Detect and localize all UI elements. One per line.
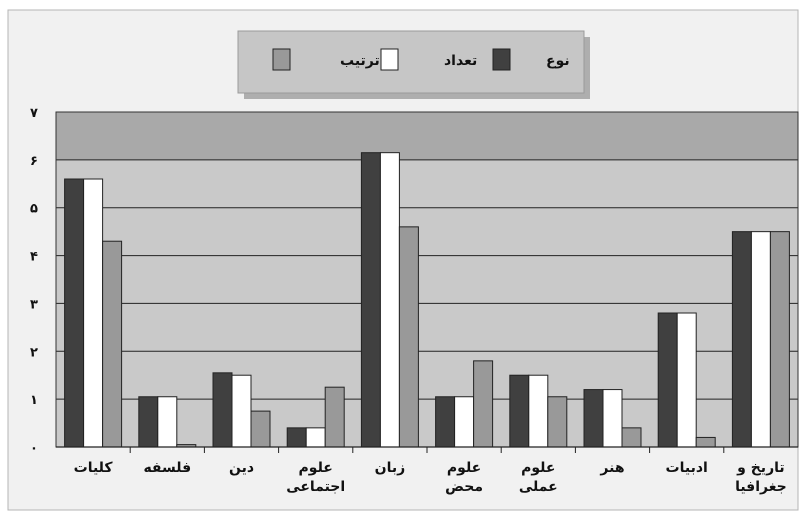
- x-tick-label: علوم: [521, 460, 555, 476]
- x-tick-label: علوم: [299, 460, 333, 476]
- legend-swatch: [380, 48, 399, 71]
- x-tick-label: هنر: [599, 460, 624, 476]
- bar: [157, 396, 178, 448]
- bar: [360, 152, 381, 448]
- x-tick-label: جغرافیا: [735, 479, 787, 495]
- bar: [695, 436, 716, 448]
- bar: [769, 231, 790, 448]
- bar: [454, 396, 475, 448]
- legend-swatch: [492, 48, 511, 71]
- bar: [250, 410, 271, 448]
- y-tick-label: ۵: [30, 202, 38, 217]
- bar: [528, 374, 549, 448]
- x-tick-label: فلسفه: [143, 460, 191, 476]
- bar: [547, 396, 568, 448]
- x-tick-label: تاریخ و: [736, 460, 785, 476]
- legend-box: [237, 30, 585, 94]
- y-tick-label: ۶: [30, 154, 38, 169]
- legend-label: نوع: [546, 53, 570, 69]
- bar: [602, 389, 623, 448]
- x-tick-label: دین: [229, 460, 254, 476]
- x-tick-label: محض: [445, 479, 483, 495]
- bar: [64, 178, 85, 448]
- y-tick-label: ۳: [30, 297, 38, 312]
- bar: [676, 312, 697, 448]
- bar: [509, 374, 530, 448]
- bar: [286, 427, 307, 448]
- x-tick-label: اجتماعی: [286, 479, 345, 495]
- bar: [83, 178, 104, 448]
- legend-label: ترتیب: [340, 53, 380, 69]
- bar: [398, 226, 419, 448]
- bar: [621, 427, 642, 448]
- x-tick-label: کلیات: [74, 460, 114, 476]
- x-tick-label: علوم: [447, 460, 481, 476]
- bar: [138, 396, 159, 448]
- x-tick-label: ادبیات: [666, 460, 708, 476]
- bar: [324, 386, 345, 448]
- bar: [435, 396, 456, 448]
- legend-label: تعداد: [444, 53, 477, 69]
- plot-area-upper: [56, 112, 798, 160]
- y-tick-label: ۱: [30, 393, 38, 408]
- legend-swatch: [272, 48, 291, 71]
- bar: [583, 389, 604, 448]
- bar: [231, 374, 252, 448]
- bar: [379, 152, 400, 448]
- bar: [731, 231, 752, 448]
- y-tick-label: ۰: [30, 441, 38, 456]
- x-tick-label: زبان: [375, 460, 406, 476]
- bar: [212, 372, 233, 448]
- y-tick-label: ۴: [30, 250, 38, 265]
- bar: [657, 312, 678, 448]
- bar: [750, 231, 771, 448]
- y-tick-label: ۷: [30, 106, 38, 121]
- bar: [473, 360, 494, 448]
- bar: [305, 427, 326, 448]
- x-tick-label: عملی: [519, 479, 558, 495]
- bar: [102, 240, 123, 448]
- y-tick-label: ۲: [30, 345, 38, 360]
